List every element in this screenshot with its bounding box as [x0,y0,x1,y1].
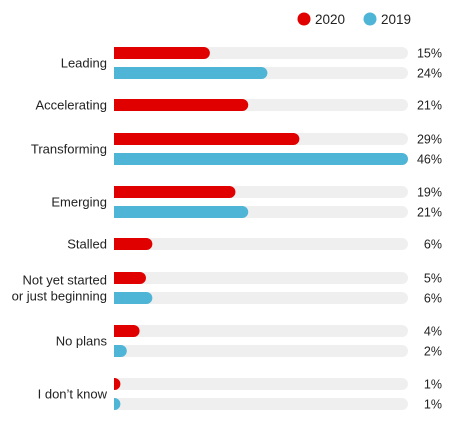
value-label: 19% [417,186,442,200]
value-label: 46% [417,153,442,167]
category-label: Emerging [51,195,107,210]
bar-2019 [114,153,408,165]
value-label: 5% [424,272,442,286]
value-label: 29% [417,133,442,147]
value-label: 6% [424,292,442,306]
legend-label-2020: 2020 [315,12,345,27]
category-label: No plans [56,334,108,349]
category-label: Transforming [31,142,107,157]
bar-2020 [114,99,249,111]
category-label: or just beginning [12,289,107,304]
value-label: 15% [417,47,442,61]
value-label: 21% [417,99,442,113]
bar-track [114,345,408,357]
bar-2020 [114,238,153,250]
bar-track [114,378,408,390]
bar-2020 [114,47,210,60]
bar-2019 [114,398,121,410]
bar-2020 [114,133,300,145]
category-label: I don’t know [38,387,108,402]
value-label: 1% [424,398,442,412]
bar-track [114,398,408,410]
bar-2020 [114,186,236,198]
value-label: 4% [424,325,442,339]
bar-track [114,292,408,304]
bar-2020 [114,325,140,337]
category-label: Stalled [67,237,107,252]
value-label: 2% [424,345,442,359]
value-label: 21% [417,206,442,220]
bar-2019 [114,67,268,79]
legend-label-2019: 2019 [381,12,411,27]
value-label: 24% [417,67,442,81]
legend-swatch-2020 [297,12,311,26]
value-label: 6% [424,238,442,252]
legend-swatch-2019 [363,12,377,26]
category-label: Not yet started [22,273,107,288]
bar-2020 [114,378,121,390]
bar-2019 [114,206,249,218]
bar-track [114,238,408,250]
bar-2020 [114,272,146,284]
bar-2019 [114,345,127,357]
category-label: Leading [61,56,107,71]
category-label: Accelerating [35,98,107,113]
bar-2019 [114,292,153,304]
bar-track [114,325,408,337]
value-label: 1% [424,378,442,392]
bar-track [114,272,408,284]
